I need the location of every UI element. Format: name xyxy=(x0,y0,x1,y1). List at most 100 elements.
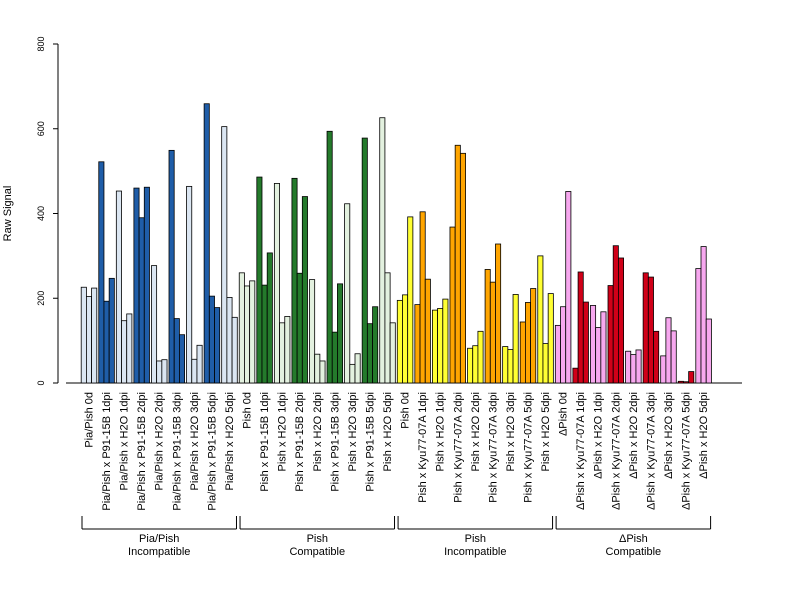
x-tick-label: ΔPish x Kyu77-07A 1dpi xyxy=(575,392,587,510)
group-label: ΔPish xyxy=(619,533,648,545)
x-tick-label: Pia/Pish x H2O 1dpi xyxy=(119,392,131,490)
bar xyxy=(326,130,333,384)
bar xyxy=(186,185,193,384)
bar xyxy=(173,318,180,384)
bar xyxy=(103,300,110,384)
bar xyxy=(618,257,625,384)
bar xyxy=(542,343,549,384)
bar xyxy=(314,353,321,384)
bar xyxy=(565,191,572,384)
bar xyxy=(577,271,584,384)
bar xyxy=(138,217,145,384)
y-tick-label: 200 xyxy=(36,291,46,306)
bar xyxy=(530,288,537,384)
bar xyxy=(161,359,168,384)
bar xyxy=(203,103,210,384)
bar xyxy=(484,269,491,384)
bar xyxy=(525,302,532,384)
x-tick-label: Pish x Kyu77-07A 2dpi xyxy=(452,392,464,503)
bar xyxy=(454,144,461,384)
x-tick-label: Pish x Kyu77-07A 1dpi xyxy=(417,392,429,503)
x-tick-label: ΔPish x H2O 1dpi xyxy=(593,392,605,479)
group-label: Pish xyxy=(307,533,328,545)
bar xyxy=(86,296,93,384)
x-tick-label: ΔPish x H2O 2dpi xyxy=(628,392,640,479)
x-tick-label: Pish x H2O 1dpi xyxy=(435,392,447,471)
x-tick-label: Pish 0d xyxy=(400,392,412,429)
x-tick-label: Pish x H2O 3dpi xyxy=(347,392,359,471)
bar xyxy=(612,245,619,384)
x-tick-label: Pish x H2O 5dpi xyxy=(540,392,552,471)
bar xyxy=(91,287,98,384)
bar xyxy=(419,211,426,384)
x-tick-label: Pia/Pish x P91-15B 3dpi xyxy=(171,392,183,511)
bar xyxy=(143,186,150,384)
bar xyxy=(489,281,496,384)
group-label-sub: Compatible xyxy=(289,546,345,558)
bar xyxy=(407,216,414,384)
x-tick-label: Pish x H2O 5dpi xyxy=(382,392,394,471)
bar xyxy=(554,324,561,384)
bar xyxy=(191,358,198,384)
y-axis-label: Raw Signal xyxy=(2,186,14,242)
bar xyxy=(266,252,273,384)
bar xyxy=(582,301,589,384)
bar xyxy=(449,226,456,384)
x-tick-label: Pish x Kyu77-07A 5dpi xyxy=(523,392,535,503)
bar xyxy=(296,272,303,384)
bar xyxy=(595,327,602,384)
bar xyxy=(424,278,431,384)
group-label-sub: Compatible xyxy=(606,546,662,558)
bar xyxy=(168,149,175,384)
bar xyxy=(156,360,163,384)
bar xyxy=(625,350,632,384)
bar xyxy=(279,322,286,384)
bar xyxy=(319,360,326,384)
group-label: Pia/Pish xyxy=(139,533,179,545)
bar xyxy=(231,316,238,384)
bar xyxy=(337,283,344,384)
bar xyxy=(560,306,567,384)
x-tick-label: Pish 0d xyxy=(242,392,254,429)
bar xyxy=(537,255,544,384)
bar xyxy=(642,272,649,384)
bar xyxy=(121,320,128,384)
bar xyxy=(695,268,702,384)
bar xyxy=(80,286,87,384)
bar xyxy=(660,355,667,384)
bar xyxy=(108,277,115,384)
bar xyxy=(208,295,215,384)
bar xyxy=(630,354,637,384)
x-tick-label: Pia/Pish x H2O 5dpi xyxy=(224,392,236,490)
bar xyxy=(590,305,597,384)
bar xyxy=(700,246,707,384)
y-tick-label: 400 xyxy=(36,206,46,221)
bar xyxy=(396,299,403,384)
x-tick-label: Pia/Pish x P91-15B 2dpi xyxy=(136,392,148,511)
bar xyxy=(547,293,554,384)
bar xyxy=(309,279,316,384)
bar xyxy=(705,318,712,384)
x-tick-label: ΔPish x Kyu77-07A 2dpi xyxy=(610,392,622,510)
bar xyxy=(133,187,140,384)
x-tick-label: Pish x H2O 3dpi xyxy=(505,392,517,471)
x-tick-label: Pia/Pish x H2O 3dpi xyxy=(189,392,201,490)
bar xyxy=(467,347,474,384)
bar xyxy=(301,196,308,384)
bar xyxy=(344,203,351,384)
bar xyxy=(607,285,614,384)
x-tick-label: ΔPish 0d xyxy=(558,392,570,436)
bar xyxy=(372,306,379,384)
bar xyxy=(442,298,449,384)
bar xyxy=(512,294,519,384)
bar xyxy=(431,309,438,384)
bar xyxy=(688,371,695,384)
bar xyxy=(349,363,356,384)
bar xyxy=(126,313,133,384)
x-tick-label: Pish x H2O 1dpi xyxy=(277,392,289,471)
bar xyxy=(354,353,361,384)
group-label-sub: Incompatible xyxy=(128,546,190,558)
x-tick-label: Pish x H2O 2dpi xyxy=(312,392,324,471)
bar xyxy=(677,380,684,384)
